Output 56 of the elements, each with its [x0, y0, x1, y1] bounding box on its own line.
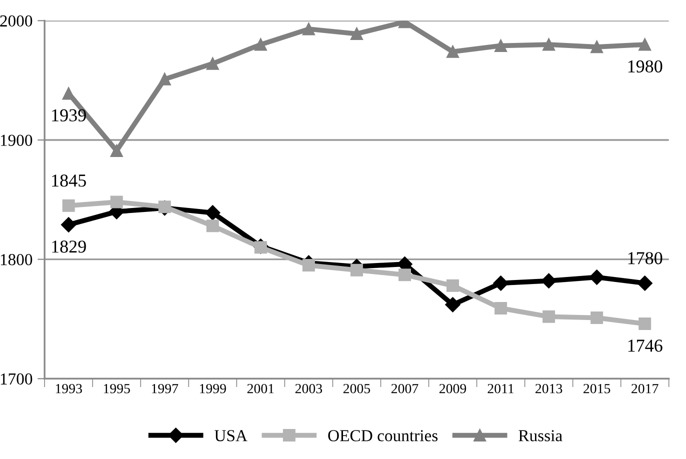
y-tick-label: 2000 [0, 15, 32, 27]
point [350, 264, 363, 276]
x-tick-label: 2007 [391, 384, 418, 394]
point [589, 270, 604, 285]
x-tick-label: 1993 [56, 384, 82, 394]
point [62, 199, 75, 212]
point [254, 38, 267, 51]
x-tick-label: 1999 [200, 384, 226, 394]
data-label: 1845 [52, 174, 86, 187]
data-label: 1746 [628, 340, 662, 352]
point [638, 38, 652, 51]
x-tick-label: 2011 [488, 384, 514, 394]
point [61, 217, 76, 232]
x-tick-label: 2013 [536, 384, 562, 394]
x-tick-label: 2015 [584, 384, 610, 394]
point [206, 220, 219, 232]
legend-label: Russia [518, 430, 562, 442]
point [446, 45, 460, 58]
data-label: 1780 [628, 252, 662, 264]
point [110, 196, 123, 208]
point [446, 279, 460, 292]
x-tick-label: 2009 [439, 384, 466, 394]
point [590, 40, 604, 54]
point [542, 310, 556, 323]
x-tick-label: 1995 [104, 384, 130, 394]
point [302, 259, 315, 272]
point [493, 276, 508, 291]
point [158, 72, 171, 86]
data-label: 1939 [52, 109, 86, 122]
point [158, 200, 171, 214]
point [637, 276, 652, 291]
y-tick-label: 1800 [0, 254, 32, 266]
point [398, 268, 411, 282]
legend-label: USA [214, 430, 248, 442]
x-tick-label: 1997 [152, 384, 178, 394]
point [302, 22, 315, 36]
x-tick-label: 2003 [295, 384, 322, 394]
y-tick-label: 1700 [0, 373, 32, 385]
x-tick-label: 2005 [343, 384, 370, 394]
x-tick-label: 2017 [632, 384, 658, 394]
point [494, 39, 508, 52]
point [350, 28, 363, 40]
data-label: 1980 [628, 60, 662, 73]
point [590, 312, 604, 324]
x-tick-label: 2001 [247, 384, 274, 394]
point [542, 38, 556, 51]
data-label: 1829 [52, 240, 86, 253]
point [494, 302, 508, 315]
y-tick-label: 1900 [0, 134, 32, 146]
point [206, 57, 219, 70]
point [110, 144, 123, 157]
legend-label: OECD countries [328, 430, 438, 442]
point [445, 297, 460, 312]
point [638, 318, 652, 330]
point [541, 273, 556, 288]
point [205, 205, 220, 220]
